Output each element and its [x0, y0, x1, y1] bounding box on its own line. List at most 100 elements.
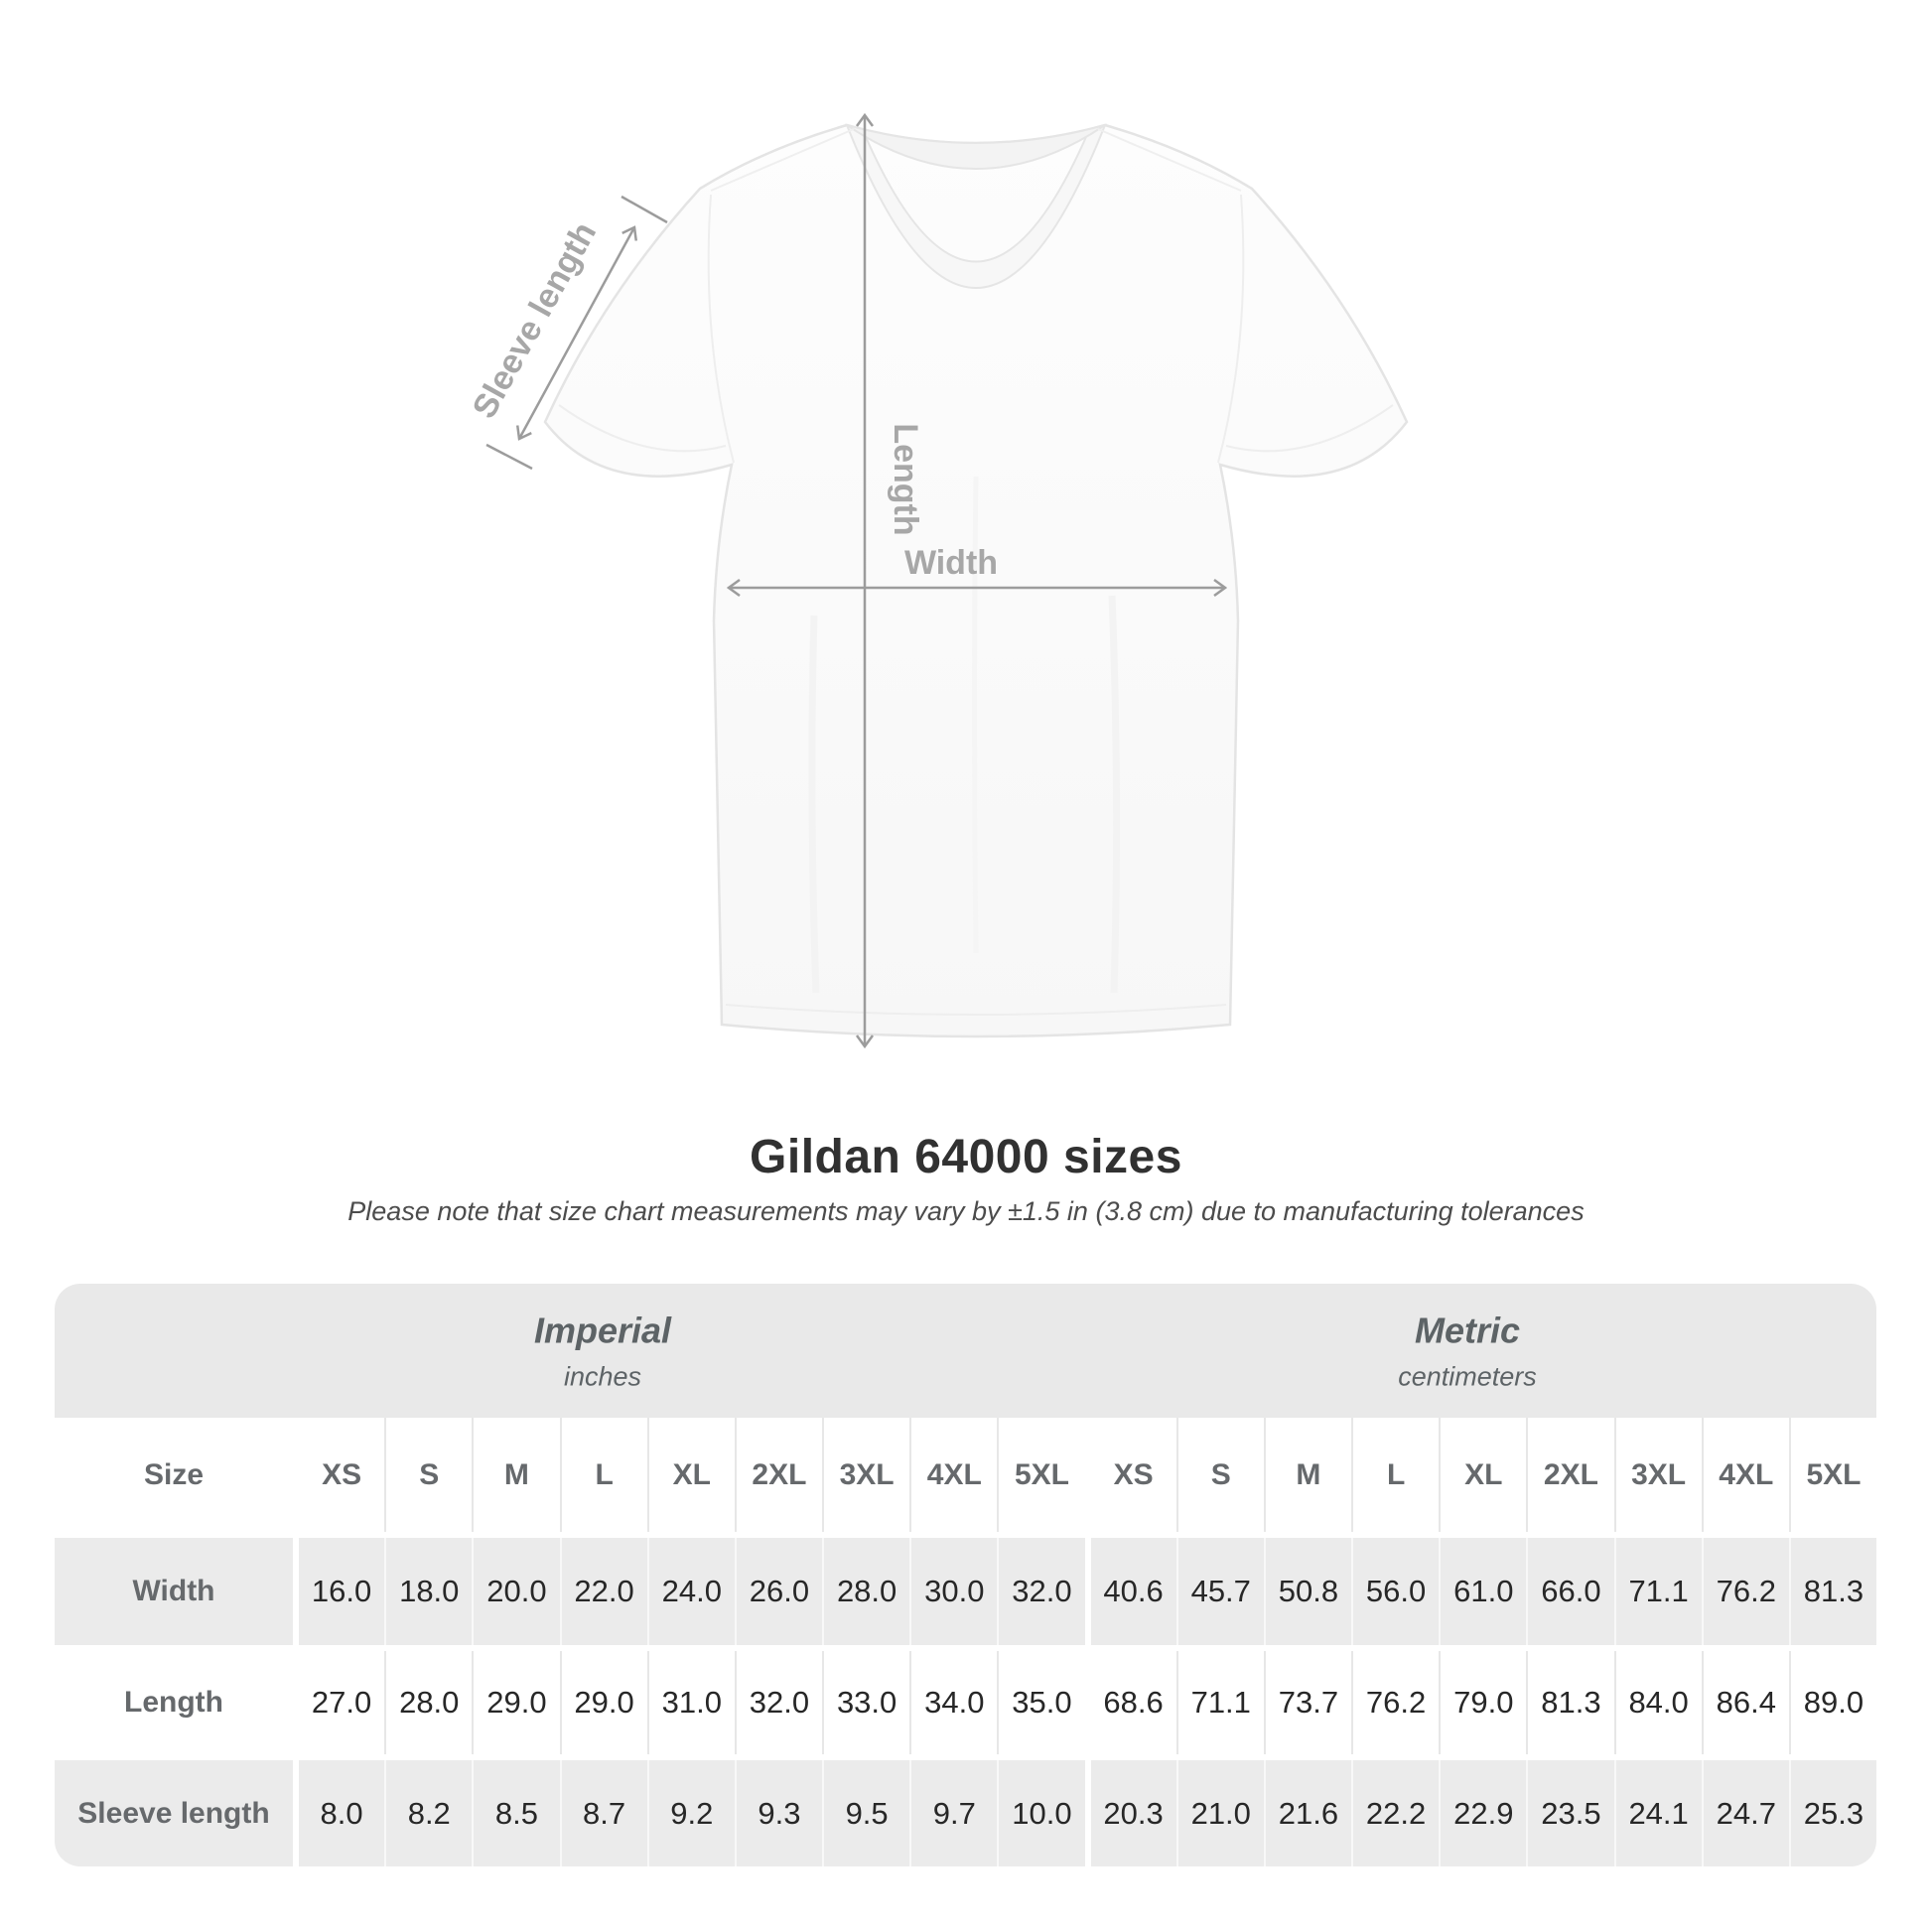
imperial-size-header: XL — [646, 1418, 735, 1532]
metric-unit: centimeters — [1398, 1361, 1537, 1391]
imperial-value: 8.7 — [559, 1760, 647, 1866]
unit-group-header: Imperial inches Metric centimeters — [55, 1284, 1876, 1418]
metric-size-header: 3XL — [1613, 1418, 1702, 1532]
metric-size-header: 2XL — [1526, 1418, 1614, 1532]
metric-size-header: XL — [1439, 1418, 1527, 1532]
metric-value: 45.7 — [1175, 1538, 1264, 1645]
width-label: Width — [904, 544, 998, 582]
imperial-value: 8.0 — [299, 1760, 385, 1866]
tshirt-measurement-diagram: Sleeve length Length Width — [466, 0, 1409, 1112]
size-table-rows: Size XS S M L XL 2XL 3XL 4XL 5XL XS S M L XL 2XL 3XL 4XL 5… — [55, 1418, 1877, 1866]
imperial-value: 35.0 — [997, 1651, 1085, 1754]
imperial-size-header: M — [472, 1418, 560, 1532]
imperial-value: 8.5 — [472, 1760, 560, 1866]
page-title: Gildan 64000 sizes — [750, 1131, 1182, 1183]
metric-size-header: M — [1263, 1418, 1352, 1532]
imperial-value-group: 27.0 28.0 29.0 29.0 31.0 32.0 33.0 34.0 35.0 — [299, 1651, 1085, 1754]
sleeve-dimension-tick-bottom — [485, 443, 533, 471]
imperial-group-header: Imperial inches — [534, 1310, 671, 1392]
metric-value: 20.3 — [1090, 1760, 1176, 1866]
metric-value: 86.4 — [1701, 1651, 1789, 1754]
metric-size-header: 5XL — [1788, 1418, 1877, 1532]
back-collar — [846, 124, 1106, 170]
metric-value: 61.0 — [1439, 1538, 1527, 1645]
metric-size-header: 4XL — [1701, 1418, 1789, 1532]
imperial-size-header: 5XL — [997, 1418, 1085, 1532]
imperial-size-header: XS — [299, 1418, 385, 1532]
shoulder-seam-right — [1097, 128, 1242, 192]
imperial-value: 20.0 — [472, 1538, 560, 1645]
imperial-value: 9.7 — [909, 1760, 998, 1866]
metric-value-group: 40.6 45.7 50.8 56.0 61.0 66.0 71.1 76.2 81.3 — [1090, 1538, 1877, 1645]
imperial-value: 18.0 — [384, 1538, 473, 1645]
measurement-row: Width 16.0 18.0 20.0 22.0 24.0 26.0 28.0 30.0 32.… — [55, 1538, 1877, 1645]
metric-size-header: L — [1351, 1418, 1440, 1532]
imperial-value-group: 16.0 18.0 20.0 22.0 24.0 26.0 28.0 30.0 32.0 — [299, 1538, 1085, 1645]
metric-value-group: 20.3 21.0 21.6 22.2 22.9 23.5 24.1 24.7 25.3 — [1090, 1760, 1877, 1866]
imperial-value: 29.0 — [559, 1651, 647, 1754]
metric-value: 56.0 — [1351, 1538, 1440, 1645]
imperial-value: 10.0 — [997, 1760, 1085, 1866]
imperial-value: 31.0 — [646, 1651, 735, 1754]
imperial-value: 16.0 — [299, 1538, 385, 1645]
imperial-value: 32.0 — [997, 1538, 1085, 1645]
metric-value: 21.0 — [1175, 1760, 1264, 1866]
size-table: Imperial inches Metric centimeters Size X… — [55, 1284, 1877, 1866]
imperial-value: 26.0 — [734, 1538, 823, 1645]
row-label: Length — [55, 1651, 293, 1754]
sleeve-hem-stitch-right — [1225, 404, 1394, 453]
metric-value: 89.0 — [1788, 1651, 1877, 1754]
imperial-value: 24.0 — [646, 1538, 735, 1645]
imperial-value: 9.3 — [734, 1760, 823, 1866]
dimension-arrows — [485, 115, 1225, 1046]
length-label: Length — [887, 423, 924, 535]
imperial-value: 34.0 — [909, 1651, 998, 1754]
imperial-value: 33.0 — [822, 1651, 910, 1754]
imperial-size-header: L — [559, 1418, 647, 1532]
metric-value: 79.0 — [1439, 1651, 1527, 1754]
metric-size-header-group: XS S M L XL 2XL 3XL 4XL 5XL — [1090, 1418, 1877, 1532]
imperial-value: 9.5 — [822, 1760, 910, 1866]
measurement-row: Sleeve length 8.0 8.2 8.5 8.7 9.2 9.3 9.5 9.7 10.… — [55, 1760, 1877, 1866]
imperial-value: 30.0 — [909, 1538, 998, 1645]
shoulder-seam-left — [710, 128, 855, 192]
imperial-size-header: S — [384, 1418, 473, 1532]
row-label: Width — [55, 1538, 293, 1645]
metric-size-header: S — [1175, 1418, 1264, 1532]
metric-value: 71.1 — [1175, 1651, 1264, 1754]
imperial-value: 8.2 — [384, 1760, 473, 1866]
metric-value: 66.0 — [1526, 1538, 1614, 1645]
metric-group-header: Metric centimeters — [1398, 1310, 1537, 1392]
metric-value: 21.6 — [1263, 1760, 1352, 1866]
measurement-row: Length 27.0 28.0 29.0 29.0 31.0 32.0 33.0 34.0 35… — [55, 1651, 1877, 1754]
size-column-header: Size — [55, 1418, 293, 1532]
sleeve-length-arrow — [519, 227, 634, 439]
imperial-value: 22.0 — [559, 1538, 647, 1645]
imperial-size-header: 3XL — [822, 1418, 910, 1532]
metric-value: 71.1 — [1613, 1538, 1702, 1645]
tolerance-note: Please note that size chart measurements… — [347, 1196, 1585, 1226]
fold-shading — [1108, 595, 1121, 994]
metric-value-group: 68.6 71.1 73.7 76.2 79.0 81.3 84.0 86.4 89.0 — [1090, 1651, 1877, 1754]
metric-value: 40.6 — [1090, 1538, 1176, 1645]
imperial-value: 9.2 — [646, 1760, 735, 1866]
metric-value: 22.9 — [1439, 1760, 1527, 1866]
metric-value: 24.7 — [1701, 1760, 1789, 1866]
metric-value: 76.2 — [1351, 1651, 1440, 1754]
imperial-value: 27.0 — [299, 1651, 385, 1754]
imperial-size-header-group: XS S M L XL 2XL 3XL 4XL 5XL — [299, 1418, 1085, 1532]
size-header-row: Size XS S M L XL 2XL 3XL 4XL 5XL XS S M L XL 2XL 3XL 4XL 5… — [55, 1418, 1877, 1532]
hem-stitch — [725, 1004, 1227, 1016]
metric-value: 76.2 — [1701, 1538, 1789, 1645]
fold-shading — [808, 615, 820, 994]
metric-value: 84.0 — [1613, 1651, 1702, 1754]
imperial-value: 32.0 — [734, 1651, 823, 1754]
metric-value: 68.6 — [1090, 1651, 1176, 1754]
imperial-unit: inches — [563, 1361, 642, 1391]
sleeve-seam-right — [1217, 194, 1245, 464]
imperial-value-group: 8.0 8.2 8.5 8.7 9.2 9.3 9.5 9.7 10.0 — [299, 1760, 1085, 1866]
imperial-value: 29.0 — [472, 1651, 560, 1754]
metric-value: 22.2 — [1351, 1760, 1440, 1866]
metric-value: 23.5 — [1526, 1760, 1614, 1866]
